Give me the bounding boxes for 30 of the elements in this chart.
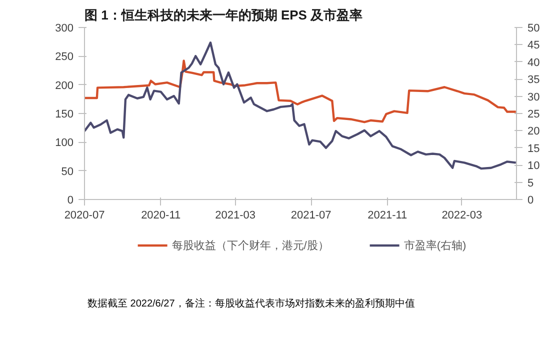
y2-tick-label: 20 [528, 126, 540, 138]
text: 数据截至 2022/6/27，备注：每股收益代表市场对指数未来的盈利预期中值 [88, 298, 415, 310]
x-tick-label: 2020-11 [141, 210, 181, 222]
legend-label: 每股收益（下个财年，港元/股） [172, 238, 329, 252]
x-tick-label: 2022-03 [442, 210, 482, 222]
x-tick-label: 2021-11 [368, 210, 408, 222]
x-tick-label: 2021-03 [215, 210, 256, 222]
y2-tick-label: 35 [528, 74, 540, 86]
line-series [84, 42, 516, 170]
x-tick-label: 2021-07 [290, 210, 332, 222]
chart-title: 图 1：恒生科技的未来一年的预期 EPS 及市盈率 [84, 8, 363, 22]
y-tick-label: 250 [55, 51, 74, 64]
line-series [84, 60, 516, 124]
y-tick-label: 150 [55, 108, 74, 120]
y2-tick-label: 40 [528, 56, 540, 69]
y2-tick-label: 30 [528, 91, 540, 104]
y2-tick-label: 50 [528, 22, 540, 34]
y2-tick-label: 45 [528, 40, 540, 52]
y-tick-label: 100 [55, 137, 74, 150]
y2-tick-label: 15 [528, 142, 540, 155]
y-tick-label: 200 [55, 80, 74, 92]
y2-tick-label: 25 [528, 108, 540, 120]
y2-tick-label: 0 [528, 194, 534, 206]
y-tick-label: 300 [55, 22, 74, 34]
y2-tick-label: 10 [528, 160, 540, 172]
y2-tick-label: 5 [528, 177, 534, 190]
legend-label: 市盈率(右轴) [404, 238, 466, 252]
y-tick-label: 50 [61, 166, 74, 178]
x-tick-label: 2020-07 [64, 210, 105, 222]
y-tick-label: 0 [67, 194, 74, 206]
